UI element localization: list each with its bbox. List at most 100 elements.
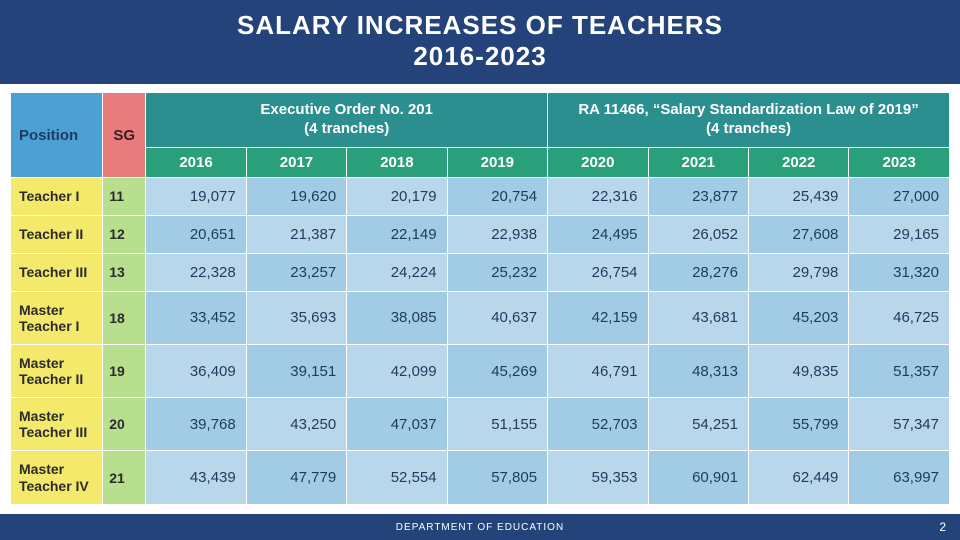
value-cell: 29,165: [849, 215, 950, 253]
sg-header: SG: [103, 93, 146, 178]
table-wrap: Position SG Executive Order No. 201 (4 t…: [0, 84, 960, 514]
value-cell: 42,159: [548, 291, 648, 344]
value-cell: 52,703: [548, 398, 648, 451]
value-cell: 57,805: [447, 451, 547, 504]
value-cell: 36,409: [146, 345, 246, 398]
table-row: MasterTeacher II1936,40939,15142,09945,2…: [11, 345, 950, 398]
position-cell: Teacher III: [11, 253, 103, 291]
year-header: 2016: [146, 147, 246, 177]
position-cell: MasterTeacher III: [11, 398, 103, 451]
value-cell: 49,835: [748, 345, 848, 398]
value-cell: 22,328: [146, 253, 246, 291]
value-cell: 22,149: [347, 215, 447, 253]
position-cell: MasterTeacher II: [11, 345, 103, 398]
value-cell: 24,495: [548, 215, 648, 253]
group1-title-line2: (4 tranches): [304, 120, 389, 137]
value-cell: 24,224: [347, 253, 447, 291]
value-cell: 27,000: [849, 177, 950, 215]
value-cell: 21,387: [246, 215, 346, 253]
value-cell: 51,357: [849, 345, 950, 398]
slide: SALARY INCREASES OF TEACHERS 2016-2023 P…: [0, 0, 960, 540]
title-line-1: SALARY INCREASES OF TEACHERS: [237, 10, 723, 40]
value-cell: 26,754: [548, 253, 648, 291]
table-row: Teacher III1322,32823,25724,22425,23226,…: [11, 253, 950, 291]
value-cell: 48,313: [648, 345, 748, 398]
sg-cell: 11: [103, 177, 146, 215]
value-cell: 26,052: [648, 215, 748, 253]
value-cell: 19,077: [146, 177, 246, 215]
value-cell: 45,203: [748, 291, 848, 344]
salary-table-body: Teacher I1119,07719,62020,17920,75422,31…: [11, 177, 950, 504]
sg-cell: 13: [103, 253, 146, 291]
value-cell: 63,997: [849, 451, 950, 504]
value-cell: 23,257: [246, 253, 346, 291]
value-cell: 35,693: [246, 291, 346, 344]
value-cell: 43,250: [246, 398, 346, 451]
year-header: 2019: [447, 147, 547, 177]
group-header-eo201: Executive Order No. 201 (4 tranches): [146, 93, 548, 148]
group2-title-line2: (4 tranches): [706, 120, 791, 137]
value-cell: 40,637: [447, 291, 547, 344]
value-cell: 38,085: [347, 291, 447, 344]
value-cell: 33,452: [146, 291, 246, 344]
value-cell: 60,901: [648, 451, 748, 504]
year-header: 2018: [347, 147, 447, 177]
value-cell: 51,155: [447, 398, 547, 451]
value-cell: 55,799: [748, 398, 848, 451]
sg-cell: 12: [103, 215, 146, 253]
value-cell: 54,251: [648, 398, 748, 451]
table-row: MasterTeacher IV2143,43947,77952,55457,8…: [11, 451, 950, 504]
value-cell: 45,269: [447, 345, 547, 398]
title-line-2: 2016-2023: [413, 41, 546, 71]
group-header-ra11466: RA 11466, “Salary Standardization Law of…: [548, 93, 950, 148]
value-cell: 39,151: [246, 345, 346, 398]
value-cell: 20,651: [146, 215, 246, 253]
year-header: 2020: [548, 147, 648, 177]
value-cell: 39,768: [146, 398, 246, 451]
position-cell: MasterTeacher I: [11, 291, 103, 344]
value-cell: 22,938: [447, 215, 547, 253]
value-cell: 42,099: [347, 345, 447, 398]
value-cell: 46,791: [548, 345, 648, 398]
value-cell: 25,232: [447, 253, 547, 291]
table-row: MasterTeacher I1833,45235,69338,08540,63…: [11, 291, 950, 344]
header-row-1: Position SG Executive Order No. 201 (4 t…: [11, 93, 950, 148]
year-header: 2021: [648, 147, 748, 177]
value-cell: 25,439: [748, 177, 848, 215]
value-cell: 23,877: [648, 177, 748, 215]
position-cell: Teacher II: [11, 215, 103, 253]
year-header: 2022: [748, 147, 848, 177]
value-cell: 27,608: [748, 215, 848, 253]
position-header: Position: [11, 93, 103, 178]
salary-table: Position SG Executive Order No. 201 (4 t…: [10, 92, 950, 504]
value-cell: 19,620: [246, 177, 346, 215]
value-cell: 31,320: [849, 253, 950, 291]
sg-cell: 20: [103, 398, 146, 451]
value-cell: 20,179: [347, 177, 447, 215]
value-cell: 43,439: [146, 451, 246, 504]
table-row: Teacher II1220,65121,38722,14922,93824,4…: [11, 215, 950, 253]
value-cell: 47,037: [347, 398, 447, 451]
sg-cell: 18: [103, 291, 146, 344]
value-cell: 46,725: [849, 291, 950, 344]
footer-bar: DEPARTMENT OF EDUCATION 2: [0, 514, 960, 540]
footer-text: DEPARTMENT OF EDUCATION: [396, 522, 564, 533]
year-header: 2017: [246, 147, 346, 177]
value-cell: 59,353: [548, 451, 648, 504]
value-cell: 29,798: [748, 253, 848, 291]
group1-title-line1: Executive Order No. 201: [260, 101, 433, 118]
value-cell: 62,449: [748, 451, 848, 504]
value-cell: 28,276: [648, 253, 748, 291]
value-cell: 52,554: [347, 451, 447, 504]
page-number: 2: [939, 520, 946, 534]
value-cell: 43,681: [648, 291, 748, 344]
value-cell: 20,754: [447, 177, 547, 215]
position-cell: MasterTeacher IV: [11, 451, 103, 504]
table-row: MasterTeacher III2039,76843,25047,03751,…: [11, 398, 950, 451]
value-cell: 22,316: [548, 177, 648, 215]
year-header: 2023: [849, 147, 950, 177]
sg-cell: 19: [103, 345, 146, 398]
group2-title-line1: RA 11466, “Salary Standardization Law of…: [578, 101, 918, 118]
value-cell: 47,779: [246, 451, 346, 504]
title-bar: SALARY INCREASES OF TEACHERS 2016-2023: [0, 0, 960, 84]
